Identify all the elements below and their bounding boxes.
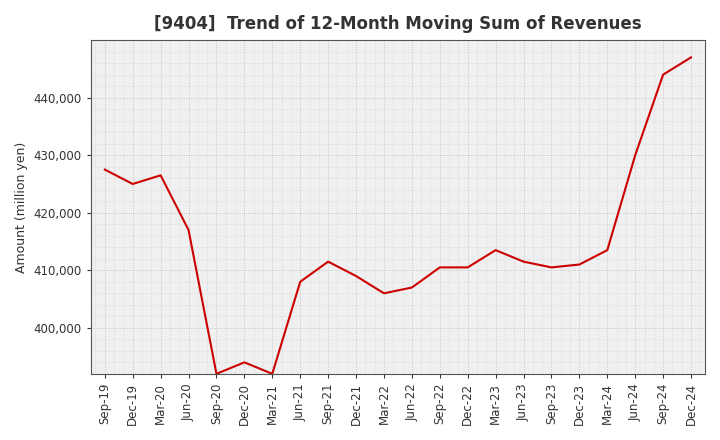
Title: [9404]  Trend of 12-Month Moving Sum of Revenues: [9404] Trend of 12-Month Moving Sum of R… bbox=[154, 15, 642, 33]
Y-axis label: Amount (million yen): Amount (million yen) bbox=[15, 141, 28, 273]
